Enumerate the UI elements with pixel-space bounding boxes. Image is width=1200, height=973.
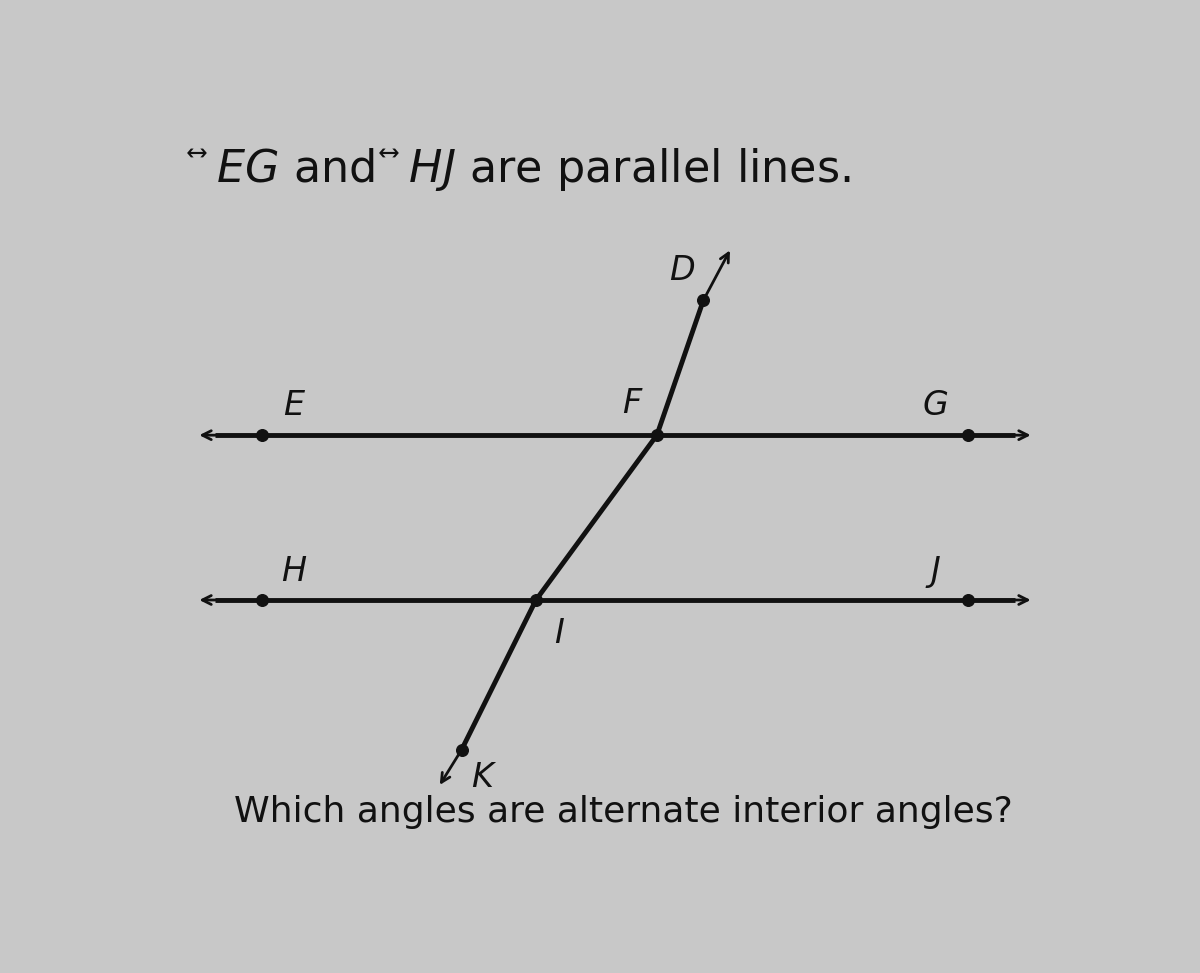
Point xyxy=(959,593,978,608)
Point xyxy=(252,593,271,608)
Text: G: G xyxy=(923,388,949,421)
Text: J: J xyxy=(931,555,941,588)
Point xyxy=(527,593,546,608)
Point xyxy=(647,427,666,443)
Text: D: D xyxy=(670,254,695,287)
Text: F: F xyxy=(622,387,641,420)
Text: Which angles are alternate interior angles?: Which angles are alternate interior angl… xyxy=(234,795,1013,829)
Text: E: E xyxy=(283,388,305,421)
Point xyxy=(959,427,978,443)
Point xyxy=(452,742,472,758)
Text: $\overleftrightarrow{EG}$ and $\overleftrightarrow{HJ}$ are parallel lines.: $\overleftrightarrow{EG}$ and $\overleft… xyxy=(187,146,851,193)
Point xyxy=(694,293,713,308)
Text: K: K xyxy=(470,761,493,794)
Point xyxy=(252,427,271,443)
Text: H: H xyxy=(282,555,307,588)
Text: I: I xyxy=(554,617,564,650)
